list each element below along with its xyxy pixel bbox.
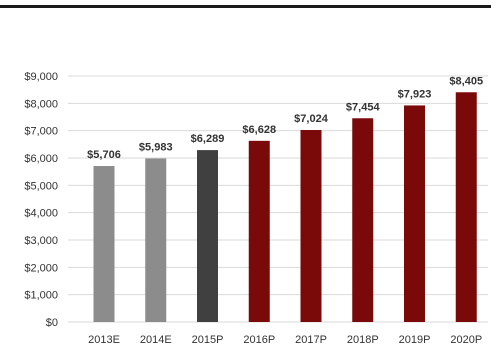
y-tick-label: $7,000 [24,126,58,138]
x-axis: 2013E 2014E 2015P 2016P 2017P 2018P 2019P 2020P [88,334,482,346]
x-tick-label: 2013E [88,334,120,346]
x-tick-label: 2019P [399,334,431,346]
data-label: $5,706 [87,149,121,161]
y-axis: $0 $1,000 $2,000 $3,000 $4,000 $5,000 $6,000 $7… [24,71,58,329]
y-tick-label: $0 [46,317,58,329]
data-label: $5,983 [139,141,173,153]
bars [93,92,477,323]
bar [93,166,115,322]
bar [352,118,374,323]
data-label: $7,923 [398,88,432,100]
y-tick-label: $3,000 [24,235,58,247]
bar [455,92,477,322]
x-tick-label: 2014E [140,334,172,346]
data-label: $7,024 [294,113,329,125]
bar [197,150,218,322]
y-tick-label: $5,000 [24,180,58,192]
data-label: $6,289 [191,133,225,145]
data-label: $7,454 [346,101,381,113]
data-label: $8,405 [449,75,483,87]
x-tick-label: 2015P [192,334,224,346]
x-tick-label: 2016P [243,334,275,346]
x-tick-label: 2017P [295,334,327,346]
y-tick-label: $8,000 [24,98,58,110]
bar [300,130,322,322]
data-labels: $5,706 $5,983 $6,289 $6,628 $7,024 $7,454 $7,9… [87,75,483,161]
y-tick-label: $1,000 [24,290,58,302]
data-label: $6,628 [242,124,276,136]
y-tick-label: $4,000 [24,208,58,220]
y-tick-label: $9,000 [24,71,58,83]
x-tick-label: 2020P [450,334,482,346]
y-tick-label: $2,000 [24,262,58,274]
y-tick-label: $6,000 [24,153,58,165]
bar [248,140,270,322]
top-rule [0,5,491,8]
x-tick-label: 2018P [347,334,379,346]
bar [404,105,425,322]
bar [145,158,167,322]
